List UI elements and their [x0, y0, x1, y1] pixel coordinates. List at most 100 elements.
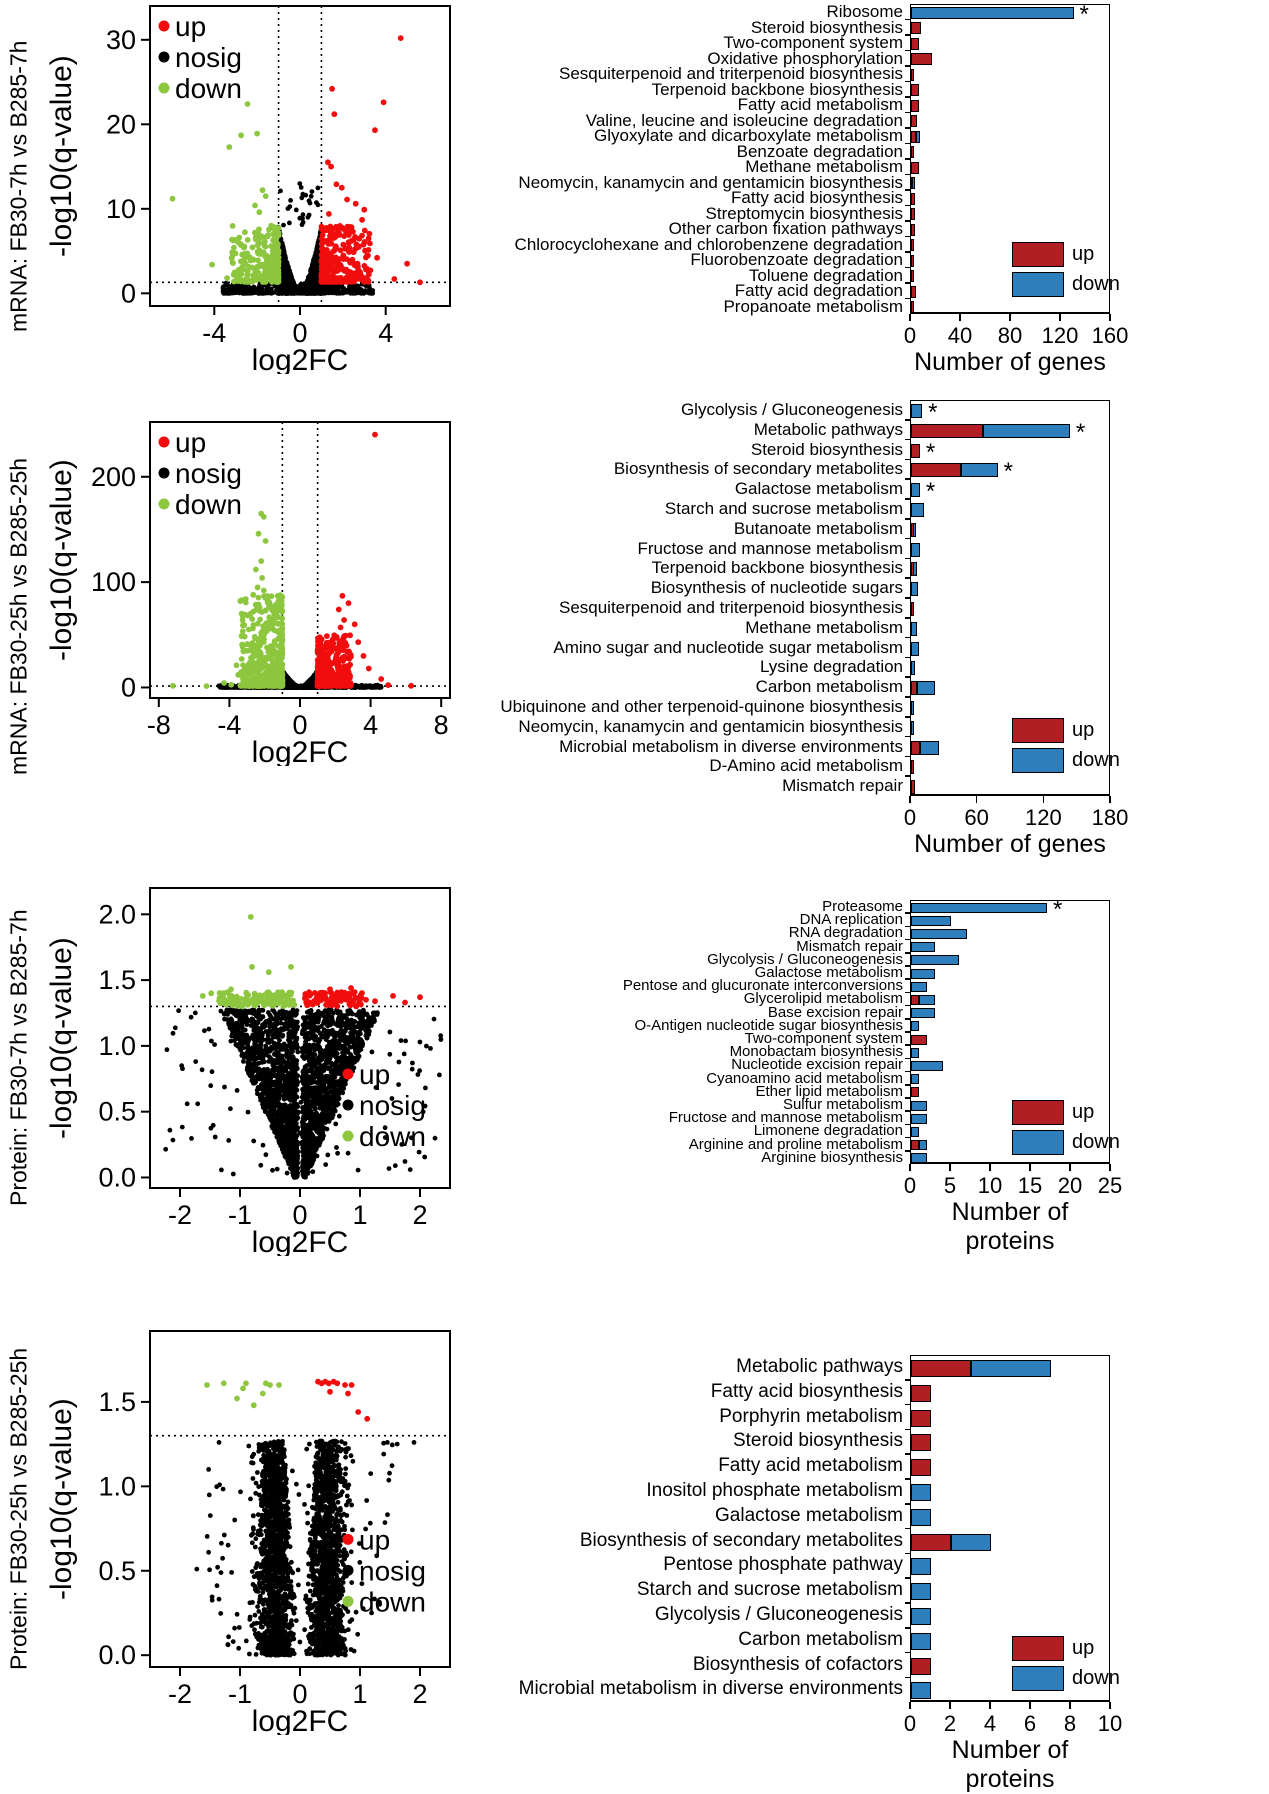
- pathway-label: Inositol phosphate metabolism: [500, 1479, 903, 1504]
- legend-label: down: [175, 489, 242, 520]
- y-tick-label: 1.5: [98, 965, 136, 995]
- legend-label: nosig: [175, 458, 242, 489]
- legend-label: up: [359, 1059, 390, 1090]
- axis-tick: [1109, 1164, 1111, 1171]
- axis-tick: [1109, 314, 1111, 321]
- axis-tick-label: 180: [1080, 805, 1140, 831]
- x-tick-label: 2: [412, 1200, 427, 1230]
- bar-up-segment: [911, 84, 919, 96]
- bar-down-segment: [983, 424, 1070, 438]
- category-tick: [905, 1379, 910, 1381]
- bar-up-segment: [911, 146, 914, 158]
- category-tick: [905, 1652, 910, 1654]
- legend-label: down: [1072, 1666, 1120, 1691]
- x-tick-label: 4: [363, 710, 378, 740]
- category-tick: [905, 577, 910, 579]
- category-tick: [905, 189, 910, 191]
- category-tick: [905, 1553, 910, 1555]
- bar-up-segment: [911, 760, 914, 774]
- bar-down-segment: [911, 1608, 931, 1625]
- bar-down-segment: [911, 1484, 931, 1501]
- axis-tick: [989, 1702, 991, 1709]
- legend-label: up: [1072, 242, 1094, 267]
- x-tick-label: -1: [228, 1679, 252, 1709]
- bar-up-segment: [911, 780, 915, 794]
- bar-up-segment: [911, 1434, 931, 1451]
- category-tick: [905, 992, 910, 994]
- row-title: Protein: FB30-25h vs B285-25h: [2, 1255, 36, 1763]
- y-tick-label: 1.5: [98, 1387, 136, 1417]
- x-tick-label: 8: [434, 710, 449, 740]
- legend-dot-down: [343, 1131, 354, 1142]
- bar-down-segment: [917, 681, 936, 695]
- bar-down-segment: [911, 1114, 927, 1124]
- category-tick: [905, 282, 910, 284]
- category-tick: [905, 1528, 910, 1530]
- category-tick: [905, 50, 910, 52]
- x-axis-label: log2FC: [252, 1705, 349, 1735]
- legend-dot-up: [159, 21, 170, 32]
- y-tick-label: 1.0: [98, 1031, 136, 1061]
- pathway-label: Porphyrin metabolism: [500, 1405, 903, 1430]
- pathway-label: Biosynthesis of cofactors: [500, 1653, 903, 1678]
- axis-tick: [909, 1702, 911, 1709]
- significance-star: *: [928, 399, 937, 428]
- category-tick: [905, 1627, 910, 1629]
- pathway-label: Carbon metabolism: [500, 677, 903, 697]
- significance-star: *: [926, 478, 935, 507]
- category-tick: [905, 1150, 910, 1152]
- legend-label: up: [1072, 1100, 1094, 1125]
- x-tick-label: 1: [352, 1679, 367, 1709]
- legend-label: down: [1072, 272, 1120, 297]
- category-tick: [905, 65, 910, 67]
- axis-tick: [1043, 796, 1045, 803]
- category-tick: [905, 676, 910, 678]
- legend-label: up: [175, 11, 206, 42]
- row-title: Protein: FB30-7h vs B285-7h: [2, 860, 36, 1255]
- category-tick: [905, 1071, 910, 1073]
- x-tick-label: 2: [412, 1679, 427, 1709]
- kegg-bar-chart: Glycolysis / Gluconeogenesis*Metabolic p…: [500, 400, 1269, 862]
- category-tick: [905, 158, 910, 160]
- pathway-label: Neomycin, kanamycin and gentamicin biosy…: [500, 717, 903, 737]
- bar-up-segment: [911, 602, 914, 616]
- pathway-label: Propanoate metabolism: [500, 299, 903, 315]
- axis-tick: [909, 314, 911, 321]
- category-tick: [905, 1453, 910, 1455]
- bar-down-segment: [912, 177, 915, 189]
- bar-down-segment: [920, 741, 939, 755]
- category-tick: [905, 1031, 910, 1033]
- bar-down-segment: [911, 1127, 919, 1137]
- pathway-label: Butanoate metabolism: [500, 519, 903, 539]
- pathway-label: Biosynthesis of secondary metabolites: [500, 1529, 903, 1554]
- axis-tick: [909, 1164, 911, 1171]
- significance-star: *: [1053, 899, 1062, 921]
- pathway-label: Biosynthesis of nucleotide sugars: [500, 578, 903, 598]
- bar-down-segment: [911, 404, 922, 418]
- category-tick: [905, 538, 910, 540]
- pathway-label: Amino sugar and nucleotide sugar metabol…: [500, 638, 903, 658]
- category-tick: [905, 267, 910, 269]
- bar-up-segment: [911, 69, 914, 81]
- bar-down-segment: [911, 1061, 943, 1071]
- category-tick: [905, 1602, 910, 1604]
- pathway-label: Steroid biosynthesis: [500, 440, 903, 460]
- legend-swatch-down: [1012, 748, 1064, 773]
- legend-swatch-down: [1012, 272, 1064, 297]
- bar-down-segment: [911, 1048, 919, 1058]
- y-tick-label: 20: [106, 109, 136, 139]
- axis-tick: [1069, 1164, 1071, 1171]
- legend-label: down: [359, 1121, 426, 1152]
- bar-up-segment: [911, 22, 921, 34]
- volcano-panel: Protein: FB30-25h vs B285-25h -log10(q-v…: [0, 1255, 500, 1763]
- bar-down-segment: [919, 1140, 927, 1150]
- category-tick: [905, 657, 910, 659]
- bar-down-segment: [911, 955, 959, 965]
- bar-down-segment: [911, 1008, 935, 1018]
- y-tick-label: 10: [106, 194, 136, 224]
